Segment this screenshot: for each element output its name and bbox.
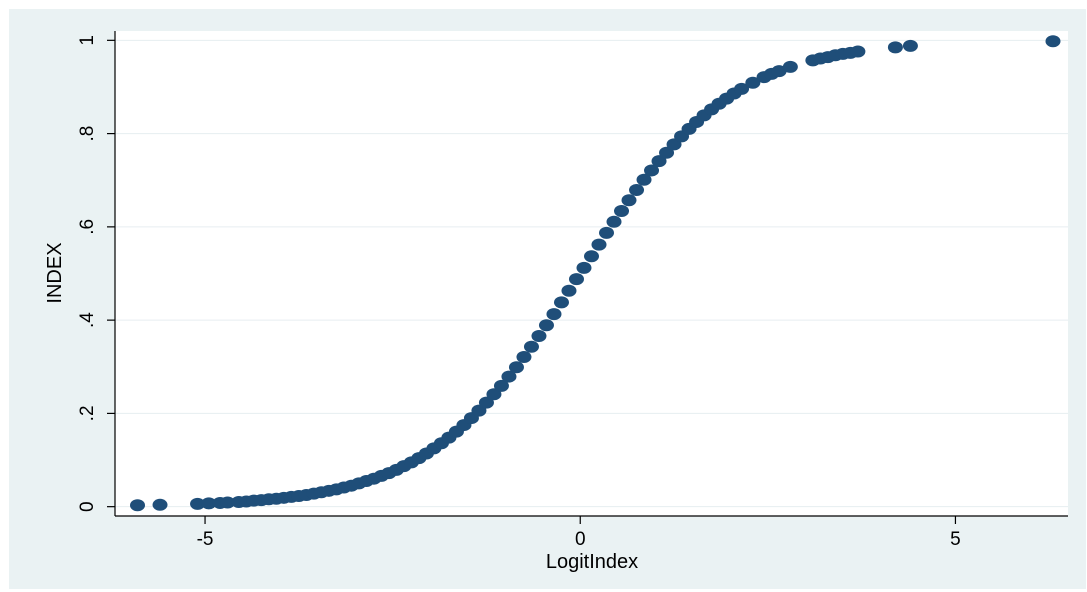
data-point <box>486 388 502 401</box>
x-tick-label: 0 <box>575 529 586 550</box>
y-ticks: 0 .2 .4 .6 .8 1 <box>77 35 115 512</box>
data-point <box>531 329 547 342</box>
data-point <box>130 499 146 512</box>
data-point <box>771 65 787 78</box>
data-point <box>644 164 660 177</box>
data-point <box>850 45 866 58</box>
data-point <box>745 76 761 89</box>
y-axis-title: INDEX <box>44 242 66 303</box>
data-point <box>629 184 645 197</box>
data-point <box>591 238 607 251</box>
data-point <box>220 496 236 509</box>
x-tick-label: 5 <box>950 529 961 550</box>
data-point <box>568 273 584 286</box>
data-point <box>1045 35 1061 48</box>
data-point <box>734 82 750 95</box>
data-point <box>201 497 217 510</box>
data-point <box>190 497 206 510</box>
data-point <box>501 370 517 383</box>
x-ticks: -5 0 5 <box>197 516 961 550</box>
y-tick-label: .2 <box>77 405 98 421</box>
y-tick-label: .8 <box>77 126 98 142</box>
data-point <box>561 284 577 297</box>
data-points <box>130 35 1061 512</box>
data-point <box>599 226 615 239</box>
data-point <box>651 155 667 168</box>
y-tick-label: 1 <box>77 35 98 46</box>
data-point <box>152 498 168 511</box>
data-point <box>659 146 675 159</box>
data-point <box>553 296 569 309</box>
data-point <box>606 215 622 228</box>
data-point <box>538 319 554 332</box>
data-point <box>782 60 798 73</box>
y-tick-label: .4 <box>77 312 98 328</box>
data-point <box>887 41 903 54</box>
y-tick-label: 0 <box>77 501 98 512</box>
data-point <box>636 173 652 186</box>
x-axis-title: LogitIndex <box>546 551 638 573</box>
data-point <box>478 396 494 409</box>
data-point <box>516 350 532 363</box>
x-tick-label: -5 <box>197 529 214 550</box>
data-point <box>493 379 509 392</box>
data-point <box>584 250 599 263</box>
data-point <box>614 205 630 218</box>
data-point <box>523 340 539 353</box>
data-point <box>546 308 562 321</box>
y-tick-label: .6 <box>77 219 98 235</box>
data-point <box>576 261 592 274</box>
data-point <box>508 361 524 374</box>
plot-area <box>115 31 1068 516</box>
data-point <box>902 39 918 52</box>
data-point <box>621 194 637 207</box>
